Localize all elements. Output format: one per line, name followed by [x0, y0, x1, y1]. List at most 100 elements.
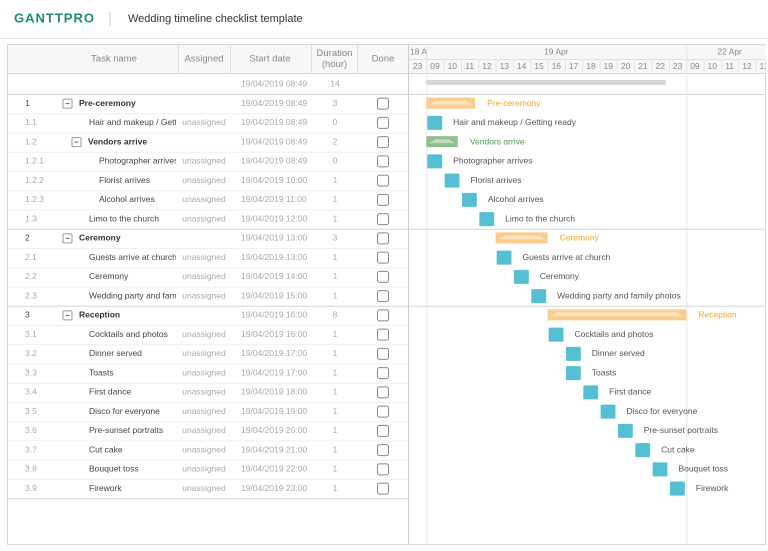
done-checkbox[interactable]: [377, 463, 389, 476]
task-bar[interactable]: [496, 250, 512, 265]
task-assigned: unassigned: [182, 444, 226, 454]
done-checkbox[interactable]: [377, 232, 389, 245]
done-checkbox[interactable]: [377, 290, 389, 303]
task-name[interactable]: Florist arrives: [99, 175, 150, 185]
done-checkbox[interactable]: [377, 386, 389, 399]
done-checkbox[interactable]: [377, 270, 389, 283]
task-name[interactable]: Alcohol arrives: [99, 194, 155, 204]
done-checkbox[interactable]: [377, 116, 389, 129]
task-number: 3.6: [25, 425, 37, 435]
done-checkbox[interactable]: [377, 251, 389, 264]
task-duration: 3: [333, 98, 338, 108]
done-checkbox[interactable]: [377, 444, 389, 457]
column-header[interactable]: Assigned: [184, 54, 223, 65]
task-name[interactable]: Limo to the church: [89, 213, 159, 223]
column-header[interactable]: Duration (hour): [316, 48, 353, 70]
task-name[interactable]: Bouquet toss: [89, 464, 139, 474]
hour-label: 17: [569, 61, 579, 71]
task-bar[interactable]: [513, 269, 529, 284]
task-name[interactable]: Ceremony: [89, 271, 129, 281]
task-bar[interactable]: [583, 385, 599, 400]
task-bar[interactable]: [531, 289, 547, 304]
task-bar[interactable]: [444, 173, 460, 188]
column-header[interactable]: Start date: [249, 54, 290, 65]
task-bar[interactable]: [461, 192, 477, 207]
group-bar-shine: [429, 139, 455, 144]
hour-label: 21: [638, 61, 648, 71]
task-assigned: unassigned: [182, 406, 226, 416]
task-name[interactable]: Wedding party and family photos: [89, 290, 213, 300]
task-number: 3.4: [25, 387, 37, 397]
hour-label: 10: [708, 61, 718, 71]
task-name[interactable]: Dinner served: [89, 348, 142, 358]
hour-label: 09: [690, 61, 700, 71]
task-start: 19/04/2019 08:49: [241, 117, 307, 127]
done-checkbox[interactable]: [377, 424, 389, 437]
group-bar[interactable]: [547, 309, 687, 321]
done-checkbox[interactable]: [377, 193, 389, 206]
topbar: [0, 0, 768, 38]
task-bar[interactable]: [669, 481, 685, 496]
task-assigned: unassigned: [182, 387, 226, 397]
done-checkbox[interactable]: [377, 213, 389, 226]
task-duration: 1: [333, 271, 338, 281]
task-number: 1.1: [25, 117, 37, 127]
done-checkbox[interactable]: [377, 347, 389, 360]
done-checkbox[interactable]: [377, 328, 389, 341]
group-bar[interactable]: [426, 136, 458, 148]
task-name[interactable]: Cocktails and photos: [89, 329, 168, 339]
task-duration: 1: [333, 213, 338, 223]
group-bar[interactable]: [426, 97, 476, 109]
bar-label: Pre-ceremony: [487, 98, 541, 108]
done-checkbox[interactable]: [377, 97, 389, 110]
task-start: 19/04/2019 19:00: [241, 406, 307, 416]
task-bar[interactable]: [617, 423, 633, 438]
task-name[interactable]: Hair and makeup / Getting ready: [89, 117, 213, 127]
task-name[interactable]: Pre-ceremony: [79, 98, 136, 108]
task-bar[interactable]: [635, 443, 651, 458]
task-name[interactable]: Toasts: [89, 367, 114, 377]
task-name[interactable]: Cut cake: [89, 444, 123, 454]
task-name[interactable]: Reception: [79, 310, 120, 320]
task-duration: 1: [333, 464, 338, 474]
done-checkbox[interactable]: [377, 136, 389, 149]
task-bar[interactable]: [652, 462, 668, 477]
task-number: 1.2.1: [25, 156, 44, 166]
column-header[interactable]: Done: [372, 54, 395, 65]
task-bar[interactable]: [427, 154, 443, 169]
task-number: 3.9: [25, 483, 37, 493]
grid-header: [8, 45, 408, 73]
task-bar[interactable]: [479, 212, 495, 227]
task-duration: 0: [333, 117, 338, 127]
column-header[interactable]: Task name: [91, 54, 137, 65]
hour-label: 13: [760, 61, 768, 71]
task-bar[interactable]: [427, 115, 443, 130]
project-title: Wedding timeline checklist template: [128, 13, 303, 25]
task-bar[interactable]: [565, 366, 581, 381]
bar-label: Photographer arrives: [453, 156, 532, 166]
bar-label: Reception: [698, 310, 737, 320]
task-name[interactable]: Firework: [89, 483, 122, 493]
bar-label: Wedding party and family photos: [557, 290, 681, 300]
task-bar[interactable]: [548, 327, 564, 342]
done-checkbox[interactable]: [377, 155, 389, 168]
task-name[interactable]: Guests arrive at church: [89, 252, 177, 262]
task-name[interactable]: Disco for everyone: [89, 406, 160, 416]
task-bar[interactable]: [600, 404, 616, 419]
task-start: 19/04/2019 17:00: [241, 367, 307, 377]
task-name[interactable]: Vendors arrive: [88, 136, 147, 146]
task-bar[interactable]: [565, 346, 581, 361]
group-bar[interactable]: [495, 232, 548, 244]
task-name[interactable]: Photographer arrives: [99, 156, 178, 166]
done-checkbox[interactable]: [377, 405, 389, 418]
task-number: 1.2.3: [25, 194, 44, 204]
done-checkbox[interactable]: [377, 367, 389, 380]
task-name[interactable]: Pre-sunset portraits: [89, 425, 163, 435]
task-name[interactable]: Ceremony: [79, 233, 121, 243]
done-checkbox[interactable]: [377, 482, 389, 495]
done-checkbox[interactable]: [377, 174, 389, 187]
task-name[interactable]: First dance: [89, 387, 131, 397]
logo[interactable]: GANTTPRO: [14, 10, 95, 25]
done-checkbox[interactable]: [377, 309, 389, 322]
task-number: 3.1: [25, 329, 37, 339]
